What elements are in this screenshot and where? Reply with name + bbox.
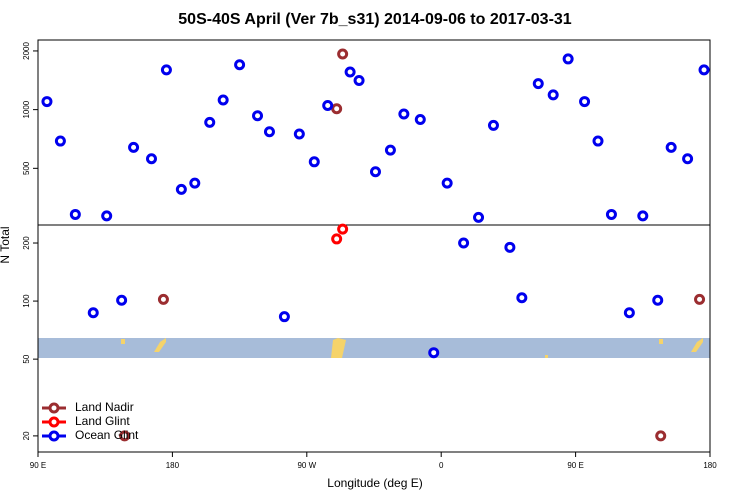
data-point [119, 430, 131, 442]
data-point [579, 96, 591, 108]
x-tick-label: 90 E [567, 461, 583, 470]
data-point [665, 141, 677, 153]
data-point [487, 119, 499, 131]
data-point [252, 110, 264, 122]
data-point [592, 135, 604, 147]
legend-label: Land Nadir [75, 400, 134, 414]
data-point [128, 141, 140, 153]
data-point [562, 53, 574, 65]
data-point [337, 48, 349, 60]
x-tick-label: 90 W [297, 461, 316, 470]
data-point [175, 183, 187, 195]
x-tick-label: 180 [703, 461, 717, 470]
y-tick-label: 1000 [22, 100, 31, 118]
data-point [189, 177, 201, 189]
data-point [344, 66, 356, 78]
data-point [428, 347, 440, 359]
legend-marker [48, 430, 60, 442]
y-tick-label: 200 [22, 236, 31, 250]
chart-title: 50S-40S April (Ver 7b_s31) 2014-09-06 to… [178, 11, 572, 28]
data-point [145, 153, 157, 165]
y-tick-label: 100 [22, 294, 31, 308]
data-point [69, 208, 81, 220]
x-tick-label: 180 [166, 461, 180, 470]
data-point [398, 108, 410, 120]
y-tick-label: 50 [22, 354, 31, 363]
data-point [217, 94, 229, 106]
data-point [682, 153, 694, 165]
data-point [116, 294, 128, 306]
data-point [384, 144, 396, 156]
legend-marker [48, 416, 60, 428]
x-tick-label: 0 [439, 461, 444, 470]
x-axis-label: Longitude (deg E) [327, 476, 422, 490]
data-point [547, 89, 559, 101]
y-tick-label: 500 [22, 161, 31, 175]
data-point [54, 135, 66, 147]
data-point [293, 128, 305, 140]
legend-marker [48, 402, 60, 414]
data-point [101, 210, 113, 222]
data-point [605, 208, 617, 220]
data-point [504, 241, 516, 253]
x-tick-label: 90 E [30, 461, 46, 470]
data-point [157, 293, 169, 305]
plot-frame [37, 39, 711, 453]
data-point [623, 307, 635, 319]
data-point [694, 293, 706, 305]
data-point [234, 59, 246, 71]
legend-label: Land Glint [75, 414, 130, 428]
data-point [637, 210, 649, 222]
data-point [41, 96, 53, 108]
data-point [87, 307, 99, 319]
data-point [516, 292, 528, 304]
data-point [160, 64, 172, 76]
data-point [473, 211, 485, 223]
legend-label: Ocean Glint [75, 428, 139, 442]
land-shapes [121, 338, 703, 358]
y-tick-label: 20 [22, 431, 31, 440]
data-point [331, 103, 343, 115]
data-point [278, 311, 290, 323]
data-point [441, 177, 453, 189]
data-point [414, 113, 426, 125]
y-axis-label: N Total [0, 226, 12, 263]
data-point [458, 237, 470, 249]
data-point [353, 75, 365, 87]
y-tick-label: 2000 [22, 41, 31, 59]
data-point [698, 64, 710, 76]
data-point [337, 223, 349, 235]
data-point [532, 78, 544, 90]
data-point [369, 166, 381, 178]
data-point [652, 294, 664, 306]
data-point [204, 116, 216, 128]
data-point [331, 233, 343, 245]
data-point [263, 126, 275, 138]
data-point [322, 100, 334, 112]
map-strip [38, 338, 710, 358]
data-point [308, 156, 320, 168]
data-point [655, 430, 667, 442]
